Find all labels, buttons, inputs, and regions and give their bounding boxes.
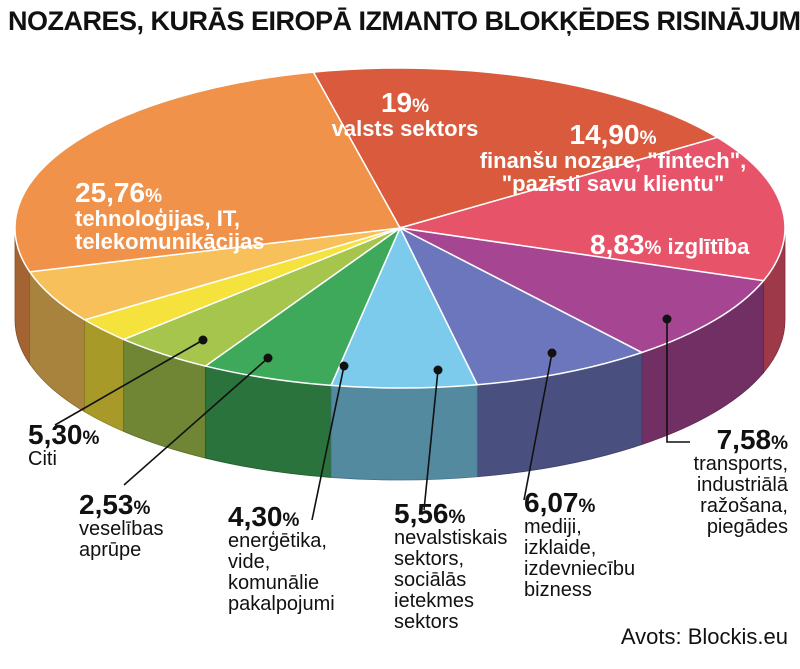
slice-percent-sign-2: % — [644, 238, 662, 259]
slice-category-4-line-0: mediji, — [524, 516, 582, 539]
slice-category-1-line-1: "pazīsti savu klientu" — [501, 171, 725, 197]
pie-slices — [14, 67, 786, 389]
slice-category-3-line-3: piegādes — [706, 516, 788, 539]
slice-category-3-line-2: ražošana, — [700, 495, 788, 518]
leader-line-7 — [123, 357, 269, 486]
slice-value-2: 8,83 — [590, 229, 645, 260]
pie-slice-4 — [329, 226, 479, 389]
slice-percent-sign-6: % — [282, 510, 300, 531]
slice-label-3: 7,58% transports, industriālā ražošana, pieg… — [650, 425, 788, 538]
slice-category-4-line-3: bizness — [524, 579, 592, 602]
leader-dot-8 — [198, 335, 208, 345]
slice-category-5-line-3: ietekmes — [394, 590, 475, 613]
leader-dot-7 — [263, 353, 273, 363]
leader-line-3 — [666, 319, 690, 443]
slice-category-5-line-2: sociālās — [394, 569, 467, 592]
slice-category-6-line-3: pakalpojumi — [228, 593, 335, 616]
pie-slice-9 — [14, 71, 402, 273]
slice-label-0: 19% valsts sektors — [300, 87, 510, 142]
slice-value-9: 25,76 — [75, 177, 146, 208]
slice-value-5: 5,56 — [394, 498, 449, 529]
slice-category-9-line-0: tehnoloģijas, IT, — [75, 206, 241, 232]
pie-side-walls — [14, 227, 786, 481]
slice-category-4-line-2: izdevniecību — [524, 558, 636, 581]
source-note: Avots: Blockis.eu — [620, 624, 788, 649]
slice-category-5-line-4: sektors — [394, 611, 459, 634]
slice-category-5-line-1: sektors, — [394, 548, 465, 571]
slice-category-4-line-1: izklaide, — [524, 537, 597, 560]
leader-dot-5 — [433, 365, 443, 375]
chart-title: NOZARES, KURĀS EIROPĀ IZMANTO BLOKĶĒDES … — [8, 6, 800, 36]
leader-dot-3 — [662, 314, 672, 324]
slice-category-1-line-0: finanšu nozare, "fintech", — [479, 148, 747, 174]
leader-line-8 — [54, 339, 204, 426]
slice-category-6-line-1: vide, — [228, 551, 271, 574]
slice-percent-sign-0: % — [412, 96, 430, 117]
slice-label-4: 6,07% mediji, izklaide, izdevniecību bizness — [524, 488, 664, 601]
slice-label-5: 5,56% nevalstiskais sektors, sociālās ietekm… — [394, 499, 534, 633]
slice-category-0-line-0: valsts sektors — [331, 116, 479, 142]
slice-category-7-line-0: veselības — [79, 518, 164, 541]
slice-category-6-line-0: enerģētika, — [228, 530, 327, 553]
slice-category-5-line-0: nevalstiskais — [394, 527, 508, 550]
pie-slice-2 — [399, 227, 765, 354]
slice-category-3-line-0: transports, — [693, 453, 788, 476]
leader-line-5 — [423, 369, 439, 511]
slice-category-8-line-0: Citi — [28, 448, 57, 471]
leader-dot-4 — [547, 348, 557, 358]
slice-percent-sign-9: % — [145, 186, 162, 207]
slice-value-1: 14,90 — [569, 119, 640, 150]
pie-slice-3 — [398, 226, 644, 386]
slice-percent-sign-5: % — [448, 507, 466, 528]
slice-percent-sign-3: % — [771, 433, 788, 454]
slice-percent-sign-1: % — [639, 128, 657, 149]
leader-dot-6 — [339, 361, 349, 371]
leader-line-4 — [523, 352, 553, 501]
slice-label-2: 8,83% izglītība — [590, 230, 790, 259]
slice-label-9: 25,76% tehnoloģijas, IT, telekomunikācijas — [75, 178, 375, 254]
slice-label-8: 5,30% Citi — [28, 420, 148, 470]
slice-percent-sign-4: % — [578, 496, 596, 517]
slice-value-8: 5,30 — [28, 419, 83, 450]
slice-category-9-line-1: telekomunikācijas — [75, 229, 265, 255]
slice-label-1: 14,90% finanšu nozare, "fintech", "pazīsti… — [468, 120, 758, 196]
slice-value-7: 2,53 — [79, 489, 134, 520]
leader-line-6 — [311, 365, 345, 521]
slice-category-6-line-2: komunālie — [228, 572, 320, 595]
slice-category-3-line-1: industriālā — [696, 474, 788, 497]
pie-slice-1 — [399, 136, 786, 282]
slice-percent-sign-8: % — [82, 428, 100, 449]
pie-slice-5 — [203, 225, 402, 387]
slice-value-4: 6,07 — [524, 487, 579, 518]
slice-value-0: 19 — [380, 87, 413, 118]
slice-value-6: 4,30 — [228, 501, 283, 532]
slice-percent-sign-7: % — [133, 498, 151, 519]
pie-side-4 — [330, 384, 478, 481]
slice-category-7-line-1: aprūpe — [79, 539, 142, 562]
pie-slice-0 — [312, 67, 720, 229]
slice-label-6: 4,30% enerģētika, vide, komunālie pakalpojum… — [228, 502, 388, 615]
slice-value-3: 7,58 — [716, 424, 772, 455]
slice-category-2: izglītība — [661, 234, 750, 259]
slice-label-7: 2,53% veselības aprūpe — [79, 490, 219, 561]
